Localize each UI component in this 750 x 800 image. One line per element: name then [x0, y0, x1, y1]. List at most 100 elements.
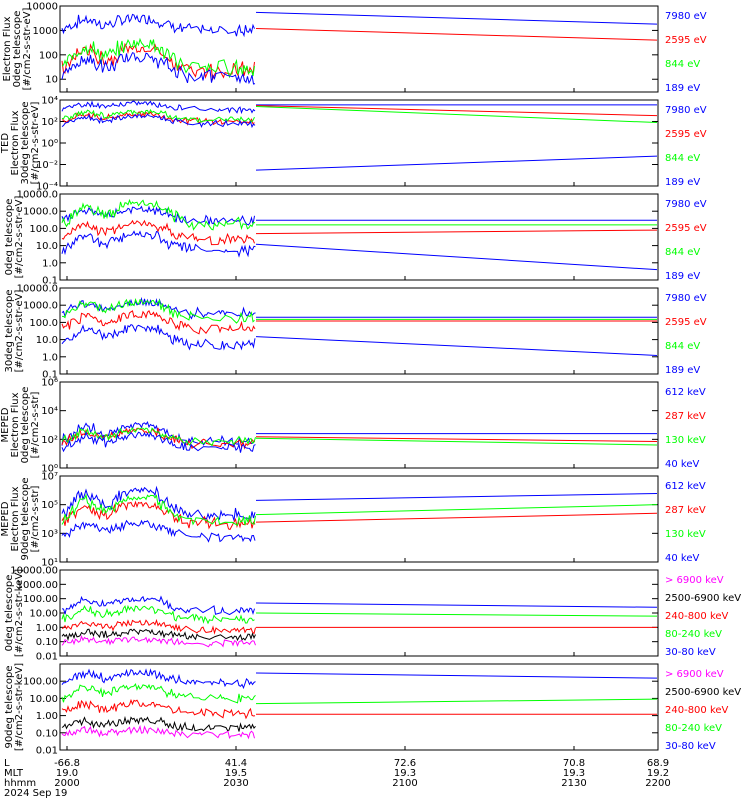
legend-label: 30-80 keV — [665, 647, 716, 658]
legend-label: 612 keV — [665, 481, 706, 492]
y-tick-label: 0.10 — [36, 637, 58, 648]
y-tick-label: 10⁰ — [41, 139, 58, 150]
legend-label: 189 eV — [665, 365, 700, 376]
series-trace — [61, 715, 256, 732]
panel-1: 10 100 1000 10000 Electron Flux 0deg telescop… — [2, 2, 707, 95]
series-segment — [255, 243, 658, 271]
x-row-label-mlt: MLT — [4, 768, 24, 779]
series-trace — [61, 431, 256, 453]
x-tick-value: 2100 — [392, 778, 417, 789]
y-tick-label: 1.0 — [42, 258, 58, 269]
x-row-label-l: L — [4, 758, 10, 769]
series-trace — [61, 309, 256, 335]
series-trace — [61, 618, 256, 635]
y-tick-label: 1000.00 — [17, 580, 58, 591]
y-tick-label: 10.00 — [29, 694, 58, 705]
series-trace — [61, 296, 256, 320]
panel-6: 10¹ 10³ 10⁵ 10⁷ MEPED Electron Flux 90deg tele… — [0, 472, 706, 569]
series-trace — [61, 724, 255, 740]
y-tick-label: 10.0 — [36, 335, 58, 346]
series-segment — [255, 155, 658, 171]
series-trace — [61, 427, 256, 447]
series-trace — [61, 698, 256, 720]
series-trace — [61, 219, 255, 246]
series-segment — [255, 612, 658, 617]
y-axis-label: Electron Flux — [10, 110, 21, 175]
x-tick-value: 68.9 — [647, 758, 669, 769]
panel-frame — [59, 475, 659, 563]
y-axis-label: 90deg telescope — [4, 665, 15, 748]
y-axis-label: [#/cm2-s-str-eV] — [14, 196, 25, 279]
legend-label: 2595 eV — [665, 317, 707, 328]
y-tick-label: 1000.0 — [23, 301, 58, 312]
x-tick-value: 70.8 — [563, 758, 585, 769]
series-trace — [61, 420, 255, 448]
legend-label: 2500-6900 keV — [665, 687, 741, 698]
series-trace — [61, 519, 256, 543]
x-tick-value: 72.6 — [394, 758, 416, 769]
y-axis-label: 0deg telescope — [4, 575, 15, 652]
legend-label: 30-80 keV — [665, 741, 716, 752]
y-tick-label: 100 — [39, 50, 58, 61]
series-segment — [255, 698, 658, 705]
legend-label: 287 keV — [665, 505, 706, 516]
legend-label: 130 keV — [665, 529, 706, 540]
y-tick-label: 1.00 — [36, 711, 58, 722]
legend-label: 7980 eV — [665, 11, 707, 22]
panel-frame — [59, 569, 659, 657]
series-trace — [61, 493, 256, 526]
y-tick-label: 1000 — [33, 26, 58, 37]
y-axis-label: [#/cm2-s-str] — [30, 391, 41, 458]
legend-label: 40 keV — [665, 553, 699, 564]
series-trace — [61, 604, 255, 625]
y-tick-label: 10.00 — [29, 609, 58, 620]
panel-frame — [59, 5, 659, 93]
series-trace — [61, 500, 256, 531]
legend-label: 2595 eV — [665, 35, 707, 46]
y-axis-label: [#/cm2-s-str-keV] — [14, 569, 25, 657]
y-axis-label: 0deg telescope — [12, 11, 23, 88]
panel-7: 0.01 0.10 1.00 10.00 100.00 1000.00 10000.000d… — [4, 566, 741, 663]
y-tick-label: 10 — [45, 75, 58, 86]
x-tick-value: 2130 — [561, 778, 586, 789]
series-segment — [255, 437, 658, 446]
x-tick-value: 19.0 — [56, 768, 78, 779]
y-tick-label: 0.10 — [36, 728, 58, 739]
y-axis-label: Electron Flux — [2, 16, 13, 81]
y-axis-label: [#/cm2-s-str] — [30, 485, 41, 552]
y-tick-label: 10000.00 — [10, 566, 58, 577]
series-trace — [61, 668, 256, 690]
y-tick-label: 10⁷ — [41, 472, 58, 483]
legend-label: > 6900 keV — [665, 575, 724, 586]
y-axis-label: Electron Flux — [10, 392, 21, 457]
series-trace — [61, 198, 256, 231]
y-axis-label: Electron Flux — [10, 486, 21, 551]
legend-label: 80-240 keV — [665, 723, 722, 734]
panel-frame — [59, 193, 659, 281]
x-date-label: 2024 Sep 19 — [4, 788, 67, 799]
series-trace — [61, 111, 255, 126]
panel-frame — [59, 663, 659, 751]
y-axis-label: [#/cm2-s-str-eV] — [14, 290, 25, 373]
y-tick-label: 1.0 — [42, 352, 58, 363]
series-trace — [61, 52, 256, 85]
series-trace — [61, 205, 255, 226]
y-tick-label: 100.00 — [23, 677, 58, 688]
legend-label: 612 keV — [665, 387, 706, 398]
series-trace — [61, 113, 256, 129]
series-segment — [255, 336, 658, 356]
legend-label: 844 eV — [665, 247, 700, 258]
y-tick-label: 0.1 — [42, 370, 58, 381]
y-axis-label: [#/cm2-s-str-eV] — [22, 8, 33, 91]
panel-2: 10⁻⁴ 10⁻² 10⁰ 10² 10⁴ TED Electron Flux 30deg t… — [0, 96, 707, 193]
y-axis-label: 0deg telescope — [20, 387, 31, 464]
legend-label: 7980 eV — [665, 199, 707, 210]
x-tick-value: -66.8 — [54, 758, 80, 769]
x-axis-labels: L MLT hhmm 2024 Sep 19 -66.8 41.4 72.6 70.8… — [4, 758, 671, 799]
series-segment — [255, 105, 658, 124]
series-segment — [255, 436, 658, 443]
legend-label: 189 eV — [665, 177, 700, 188]
y-tick-label: 0.01 — [36, 652, 58, 663]
